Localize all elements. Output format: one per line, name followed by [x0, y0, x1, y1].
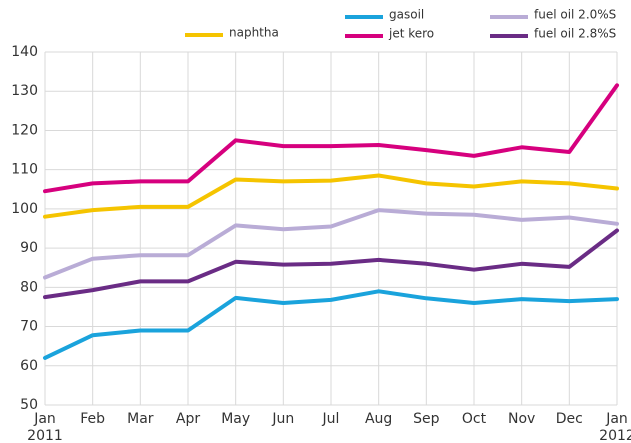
y-tick-label: 100: [11, 201, 38, 217]
x-tick-label: Aug: [365, 411, 392, 427]
legend-label: fuel oil 2.0%S: [534, 8, 616, 22]
legend-label: gasoil: [389, 8, 424, 22]
x-tick-label: Oct: [462, 411, 487, 427]
series-line: [43, 173, 619, 219]
y-tick-label: 140: [11, 44, 38, 60]
legend-label: fuel oil 2.8%S: [534, 27, 616, 41]
x-tick-label: Nov: [508, 411, 535, 427]
x-tick-label: May: [221, 411, 250, 427]
x-tick-label: Sep: [413, 411, 440, 427]
x-tick-label: Jan: [33, 411, 56, 427]
series-line: [43, 208, 619, 280]
y-tick-label: 120: [11, 122, 38, 138]
series-line: [43, 83, 619, 194]
x-tick-label: Jan: [605, 411, 628, 427]
series-line: [43, 289, 619, 360]
x-tick-label: Dec: [556, 411, 583, 427]
legend-label: jet kero: [388, 27, 434, 41]
y-tick-label: 80: [20, 279, 38, 295]
series-line: [43, 228, 619, 300]
y-tick-label: 50: [20, 397, 38, 413]
y-tick-label: 90: [20, 240, 38, 256]
x-tick-label: Feb: [80, 411, 105, 427]
x-tick-label: Mar: [127, 411, 154, 427]
legend-label: naphtha: [229, 26, 279, 40]
x-year-label: 2012: [599, 428, 631, 443]
y-tick-label: 130: [11, 83, 38, 99]
y-tick-label: 70: [20, 319, 38, 335]
x-tick-label: Jul: [322, 411, 340, 427]
y-tick-label: 110: [11, 162, 38, 178]
y-tick-label: 60: [20, 358, 38, 374]
x-year-label: 2011: [27, 428, 63, 443]
x-tick-label: Jun: [271, 411, 294, 427]
x-tick-label: Apr: [176, 411, 200, 427]
